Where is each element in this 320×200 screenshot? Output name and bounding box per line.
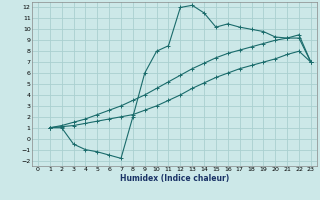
- X-axis label: Humidex (Indice chaleur): Humidex (Indice chaleur): [120, 174, 229, 183]
